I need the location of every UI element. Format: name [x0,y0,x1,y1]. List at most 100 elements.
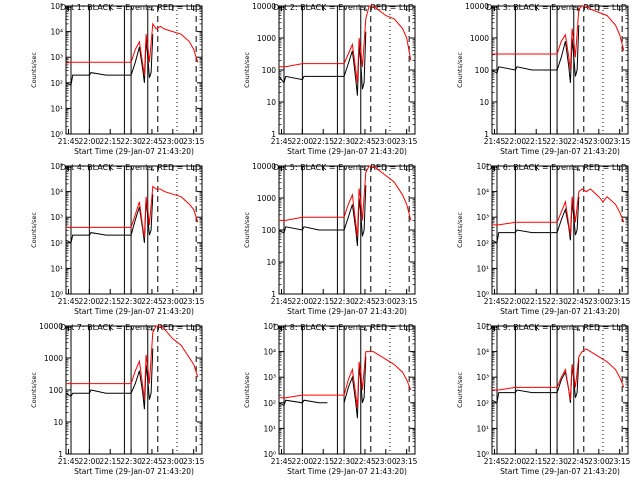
panel-title: Det 8: BLACK = Events, RED = LLD [273,323,414,332]
y-tick-label: 1 [58,450,63,459]
plot-frame [278,325,416,455]
y-tick-label: 10⁴ [50,28,63,37]
x-tick-label: 22:15 [525,297,547,306]
x-tick-label: 21:45 [484,137,506,146]
x-tick-label: 22:30 [333,137,355,146]
x-tick-label: 22:45 [354,457,376,466]
panel-det-2: Det 2: BLACK = Events, RED = LLD 1 10 100 10… [243,2,418,156]
y-tick-label: 10⁵ [476,162,489,171]
x-axis-label: Start Time (29-Jan-07 21:43:20) [287,467,407,476]
y-tick-label: 10¹ [50,104,63,113]
x-tick-label: 22:30 [333,297,355,306]
panel-title: Det 6: BLACK = Events, RED = LLD [486,163,627,172]
x-tick-label: 22:30 [546,297,568,306]
y-tick-label: 10 [266,258,276,267]
x-tick-label: 23:00 [162,457,184,466]
y-tick-label: 10³ [50,53,63,62]
x-tick-label: 22:00 [505,297,527,306]
series-line-lld [66,22,199,76]
x-tick-label: 23:15 [396,297,418,306]
y-tick-label: 10¹ [263,424,276,433]
x-tick-label: 22:15 [312,457,334,466]
x-axis-label: Start Time (29-Jan-07 21:43:20) [500,307,620,316]
panel-title: Det 5: BLACK = Events, RED = LLD [273,163,414,172]
x-tick-label: 21:45 [58,137,80,146]
series-line-events [278,185,367,247]
y-tick-label: 1000 [257,34,276,43]
x-tick-label: 22:45 [141,457,163,466]
x-tick-label: 22:45 [141,137,163,146]
x-axis-label: Start Time (29-Jan-07 21:43:20) [500,147,620,156]
panel-title: Det 1: BLACK = Events, RED = LLD [60,3,201,12]
y-tick-label: 10² [263,399,276,408]
x-tick-label: 23:00 [162,137,184,146]
x-axis-label: Start Time (29-Jan-07 21:43:20) [74,467,194,476]
y-axis-label: Counts/sec [30,372,38,408]
y-tick-label: 10³ [263,373,276,382]
series-line-events [278,31,367,96]
plot-frame [278,165,416,295]
series-line-events [278,356,367,419]
x-tick-label: 22:30 [120,457,142,466]
y-tick-label: 10¹ [476,264,489,273]
x-axis-label: Start Time (29-Jan-07 21:43:20) [74,147,194,156]
y-tick-label: 10¹ [476,424,489,433]
y-tick-label: 10² [50,79,63,88]
y-tick-label: 100 [262,66,277,75]
x-tick-label: 23:00 [588,457,610,466]
x-tick-label: 23:00 [375,457,397,466]
y-tick-label: 10⁰ [476,290,489,299]
plot-frame [491,5,629,135]
panel-det-5: Det 5: BLACK = Events, RED = LLD 1 10 100 10… [243,162,418,316]
y-tick-label: 100 [475,66,490,75]
panel-title: Det 2: BLACK = Events, RED = LLD [273,3,414,12]
x-tick-label: 22:30 [120,137,142,146]
x-tick-label: 21:45 [484,457,506,466]
x-tick-label: 22:00 [292,297,314,306]
y-tick-label: 10⁵ [50,2,63,11]
series-line-lld [66,185,199,238]
y-axis-label: Counts/sec [30,52,38,88]
x-tick-label: 22:15 [525,457,547,466]
series-line-events [65,194,154,244]
panel-det-1: Det 1: BLACK = Events, RED = LLD 10⁰ 10¹ 10… [30,2,205,156]
x-tick-label: 21:45 [271,137,293,146]
y-tick-label: 10⁴ [476,348,489,357]
y-tick-label: 10⁰ [263,450,276,459]
plot-frame [278,5,416,135]
x-tick-label: 23:00 [162,297,184,306]
x-tick-label: 22:30 [546,457,568,466]
series-line-lld [492,5,625,71]
x-tick-label: 23:00 [375,297,397,306]
x-tick-label: 22:30 [333,457,355,466]
y-tick-label: 1 [484,130,489,139]
panel-det-6: Det 6: BLACK = Events, RED = LLD 10⁰ 10¹ 10… [456,162,631,316]
x-tick-label: 22:00 [292,457,314,466]
y-axis-label: Counts/sec [456,212,464,248]
x-tick-label: 23:00 [588,297,610,306]
y-tick-label: 10⁴ [476,188,489,197]
y-tick-label: 10 [479,98,489,107]
panel-title: Det 9: BLACK = Events, RED = LLD [486,323,627,332]
y-tick-label: 1000 [257,194,276,203]
x-tick-label: 21:45 [271,457,293,466]
x-tick-label: 22:45 [354,297,376,306]
y-tick-label: 10² [50,239,63,248]
x-tick-label: 22:15 [99,297,121,306]
panel-title: Det 7: BLACK = Events, RED = LLD [60,323,201,332]
y-tick-label: 10³ [50,213,63,222]
x-tick-label: 23:15 [396,457,418,466]
y-tick-label: 10000 [252,2,276,11]
x-tick-label: 22:45 [354,137,376,146]
y-tick-label: 10³ [476,373,489,382]
plot-frame [65,5,203,135]
y-tick-label: 1 [271,290,276,299]
x-tick-label: 21:45 [58,457,80,466]
x-tick-label: 23:15 [609,137,631,146]
y-tick-label: 10 [266,98,276,107]
y-axis-label: Counts/sec [30,212,38,248]
y-tick-label: 1 [271,130,276,139]
x-tick-label: 21:45 [271,297,293,306]
y-axis-label: Counts/sec [243,52,251,88]
panel-det-4: Det 4: BLACK = Events, RED = LLD 10⁰ 10¹ 10… [30,162,205,316]
